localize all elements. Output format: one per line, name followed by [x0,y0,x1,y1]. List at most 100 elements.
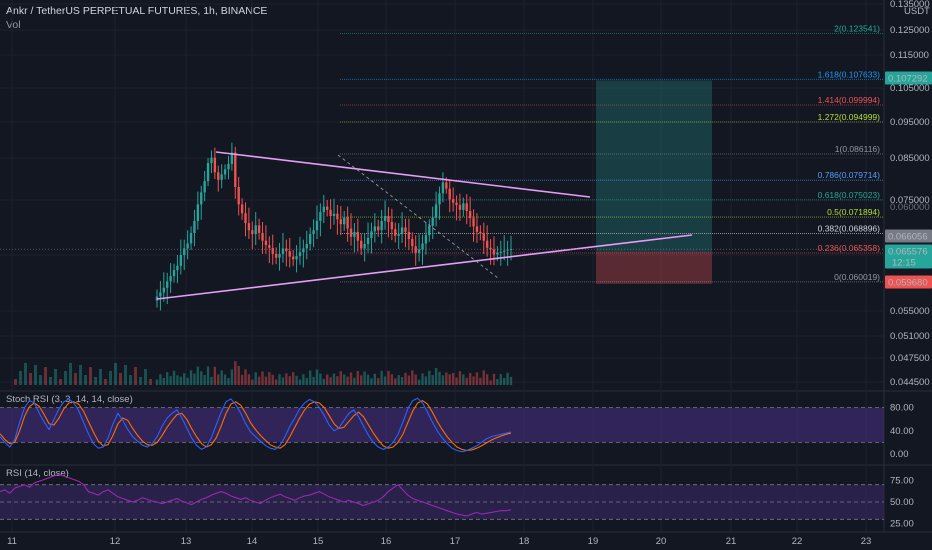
volume-bar [176,375,179,385]
volume-bar [329,377,332,385]
volume-bar [285,373,288,385]
volume-bar [485,374,489,385]
volume-bar [213,366,217,385]
rsi-tick-label: 50.00 [890,497,914,508]
candle-body [322,206,325,213]
volume-bar [360,375,363,385]
candle-body [397,234,400,236]
volume-bar [183,373,186,385]
candle-body [363,244,366,249]
candle-body [465,203,468,211]
volume-bar [475,372,479,385]
stoch-tick-label: 0.00 [890,449,909,460]
candle-body [206,163,210,182]
volume-bar [417,379,421,385]
candle-body [445,182,448,189]
candle-body [404,227,407,232]
candle-body [298,252,302,257]
candle-body [288,251,291,257]
volume-bar [162,377,165,385]
volume-bar [193,373,196,385]
y-tick-label: 0.047500 [890,353,930,364]
candle-body [193,220,196,233]
candle-body [370,231,373,238]
volume-bar [302,374,305,385]
volume-bar [29,373,32,385]
candle-body [475,226,479,232]
candle-body [247,223,251,231]
candle-body [196,204,200,221]
candle-body [295,256,298,260]
volume-bar [261,371,264,385]
candle-body [400,227,404,235]
volume-bar [49,377,52,385]
candle-body [462,203,465,210]
volume-bar [220,370,223,385]
volume-bar [169,376,172,385]
candle-body [336,213,339,220]
price-label-badge [885,275,932,289]
rsi-tick-label: 75.00 [890,475,914,486]
candle-body [315,220,319,231]
volume-bar [400,377,404,385]
candle-body [482,233,485,241]
price-label-value: 0.066056 [888,232,928,243]
volume-bar [227,378,230,385]
x-tick-label: 12 [110,536,121,547]
take-profit-zone [596,80,712,252]
candle-body [274,253,278,258]
price-label-badge [885,244,932,269]
volume-bar [274,379,278,385]
volume-bar [377,378,380,385]
candle-body [455,202,458,205]
candle-body [281,248,285,254]
candle-body [339,219,342,225]
volume-bar [326,374,329,385]
volume-bar [363,371,366,385]
candle-body [183,248,186,255]
x-tick-label: 19 [588,536,599,547]
rsi-tick-label: 25.00 [890,519,914,530]
candle-body [203,181,206,193]
fib-level-label: 0.236(0.065358) [818,243,881,253]
candle-body [176,265,179,271]
x-tick-label: 13 [181,536,192,547]
candle-body [240,204,244,214]
volume-bar [172,370,176,385]
candle-body [261,233,264,241]
volume-bar [366,374,370,385]
volume-bar [217,374,220,385]
candle-body [411,239,414,247]
volume-bar [411,370,414,385]
volume-bar [499,374,502,385]
volume-bar [431,375,434,385]
candle-body [312,230,315,235]
volume-bar [237,365,240,385]
candle-body [319,212,322,221]
volume-bar [424,376,428,385]
volume-bar [298,379,302,385]
candle-body [503,250,506,252]
x-tick-label: 11 [7,536,17,547]
x-tick-label: 17 [450,536,461,547]
volume-bar [94,377,97,385]
volume-bar [509,376,513,385]
stoch-k-line [0,397,512,453]
y-tick-label: 0.135000 [890,0,930,10]
x-tick-label: 18 [519,536,530,547]
volume-bar [356,370,360,385]
candle-body [380,220,383,231]
x-tick-label: 14 [247,536,258,547]
volume-bar [383,376,387,385]
volume-bar [479,377,482,385]
volume-bar [247,374,251,385]
candle-body [448,188,451,200]
candle-body [213,157,217,173]
volume-bar [319,373,322,385]
volume-bar [64,371,67,385]
stoch-tick-label: 40.00 [890,426,914,437]
volume-bar [69,363,72,385]
volume-bar [462,374,465,385]
y-tick-label: 0.044500 [890,377,930,388]
